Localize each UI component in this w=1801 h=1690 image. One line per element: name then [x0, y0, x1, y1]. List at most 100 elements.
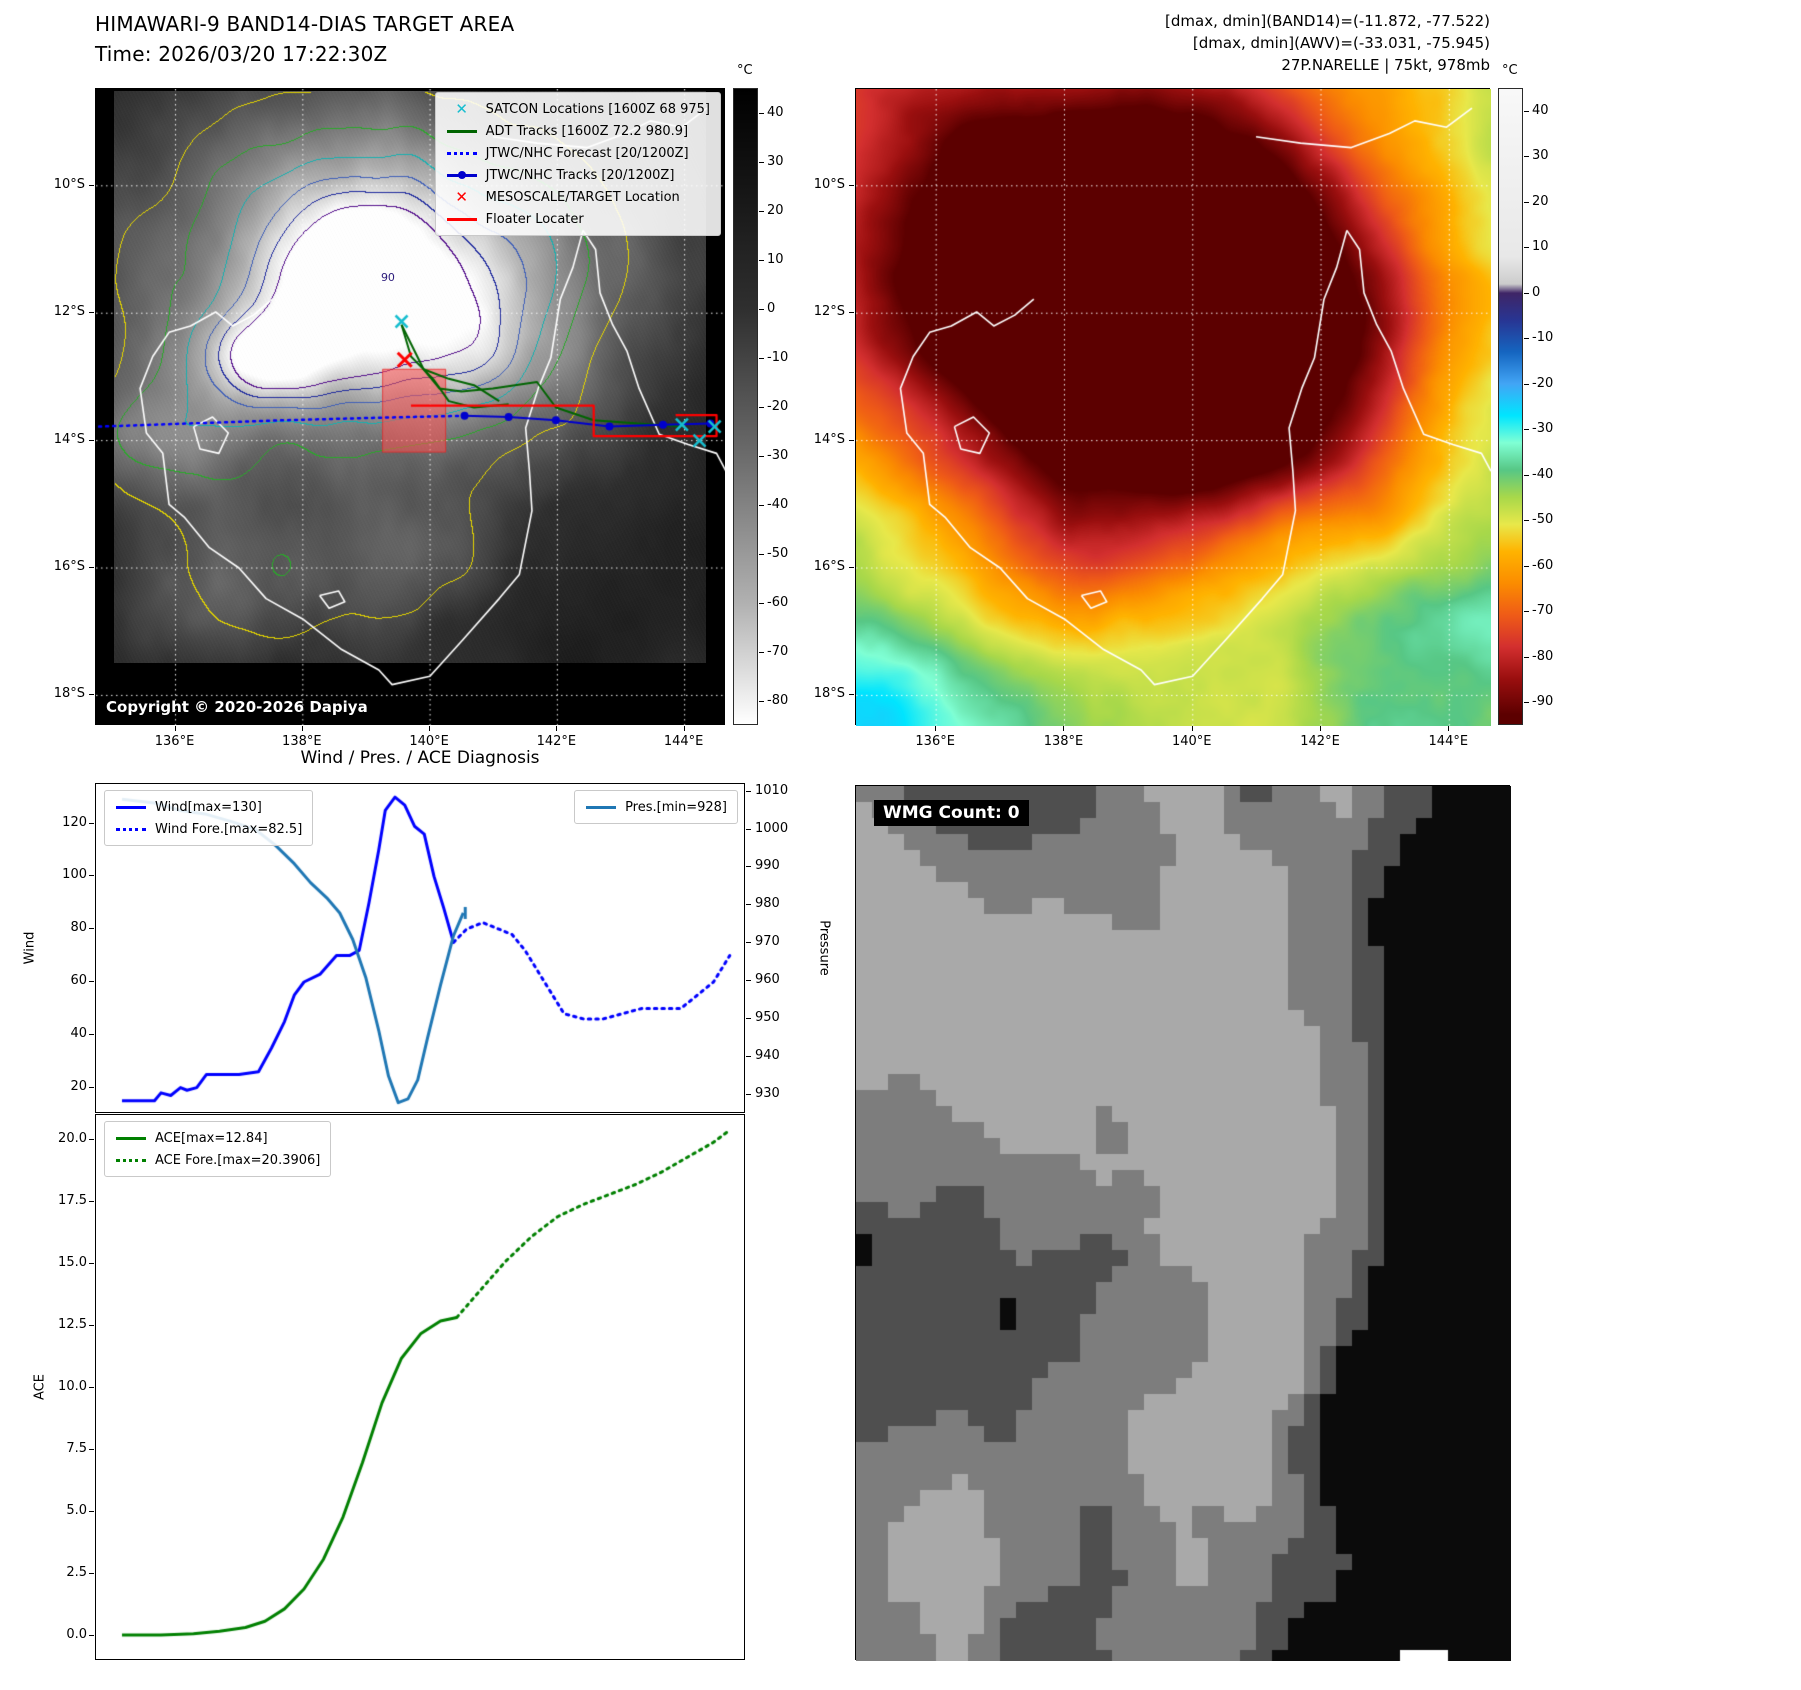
band14-lon-tick-mark — [301, 726, 303, 731]
band14-lat-tick-label: 12°S — [53, 304, 85, 320]
awv-colorbar-tick-mark — [1524, 201, 1529, 203]
legend-label: SATCON Locations [1600Z 68 975] — [485, 101, 710, 117]
ace-chart: ACE[max=12.84] ACE Fore.[max=20.3906] — [95, 1114, 746, 1661]
ace-legend: ACE[max=12.84] ACE Fore.[max=20.3906] — [104, 1121, 332, 1177]
chart-right-tick-label: 1000 — [755, 820, 789, 836]
chart-left-tick-mark — [89, 1511, 94, 1513]
band14-lat-tick-mark — [89, 694, 94, 696]
band14-colorbar-tick-mark — [759, 504, 764, 506]
awv-lon-tick-mark — [1063, 726, 1065, 731]
wmg-panel: WMG Count: 0 — [855, 785, 1511, 1661]
band14-colorbar-tick-label: -80 — [767, 692, 789, 708]
band14-colorbar-tick-label: -50 — [767, 545, 789, 561]
line-icon — [115, 1136, 147, 1140]
awv-lon-tick-mark — [1320, 726, 1322, 731]
legend-label: Wind Fore.[max=82.5] — [155, 821, 303, 837]
awv-colorbar-tick-label: -60 — [1532, 557, 1554, 573]
band14-lon-tick-mark — [174, 726, 176, 731]
awv-colorbar-tick-mark — [1524, 520, 1529, 522]
legend-item: JTWC/NHC Tracks [20/1200Z] — [446, 164, 710, 186]
chart-left-tick-mark — [89, 1573, 94, 1575]
dotted-line-icon — [446, 151, 478, 155]
legend-item: Wind Fore.[max=82.5] — [115, 818, 302, 840]
chart-right-tick-label: 980 — [755, 896, 780, 912]
band14-time-label: Time: 2026/03/20 17:22:30Z — [95, 42, 388, 66]
awv-lat-tick-label: 10°S — [813, 176, 845, 192]
chart-left-tick-mark — [89, 822, 94, 824]
band14-lon-tick-label: 136°E — [154, 734, 195, 749]
dotted-line-icon — [115, 1158, 147, 1162]
awv-colorbar-tick-label: -10 — [1532, 330, 1554, 346]
band14-colorbar-tick-label: -70 — [767, 643, 789, 659]
chart-left-tick-mark — [89, 1324, 94, 1326]
chart-left-tick-label: 40 — [70, 1025, 87, 1041]
wind-legend: Wind[max=130] Wind Fore.[max=82.5] — [104, 790, 314, 846]
awv-lon-tick-mark — [1191, 726, 1193, 731]
band14-colorbar-tick-mark — [759, 700, 764, 702]
band14-colorbar-tick-label: -30 — [767, 447, 789, 463]
chart-right-tick-label: 960 — [755, 972, 780, 988]
band14-colorbar-unit: °C — [737, 63, 753, 78]
chart-left-tick-mark — [89, 1138, 94, 1140]
chart-right-tick-mark — [746, 790, 751, 792]
awv-lat-tick-mark — [849, 312, 854, 314]
diagnosis-title: Wind / Pres. / ACE Diagnosis — [300, 748, 540, 768]
chart-right-tick-mark — [746, 828, 751, 830]
chart-left-tick-label: 20 — [70, 1078, 87, 1094]
contour-inline-label: 90 — [380, 270, 395, 284]
awv-colorbar-tick-mark — [1524, 247, 1529, 249]
awv-lat-tick-label: 18°S — [813, 686, 845, 702]
band14-colorbar-tick-mark — [759, 308, 764, 310]
awv-colorbar-tick-label: 40 — [1532, 102, 1549, 118]
chart-left-tick-mark — [89, 1449, 94, 1451]
chart-left-tick-mark — [89, 1635, 94, 1637]
legend-item: ACE[max=12.84] — [115, 1127, 320, 1149]
band14-colorbar-tick-mark — [759, 259, 764, 261]
chart-right-tick-mark — [746, 1094, 751, 1096]
awv-colorbar-tick-label: 10 — [1532, 239, 1549, 255]
chart-right-tick-mark — [746, 866, 751, 868]
band14-colorbar-tick-mark — [759, 455, 764, 457]
pressure-axis-label: Pressure — [816, 920, 832, 976]
awv-lat-tick-label: 16°S — [813, 559, 845, 575]
wind-pressure-chart: Wind[max=130] Wind Fore.[max=82.5] Pres.[… — [95, 783, 746, 1114]
chart-left-tick-label: 60 — [70, 973, 87, 988]
band14-colorbar — [733, 88, 758, 725]
x-marker-icon: ✕ — [455, 100, 468, 118]
awv-lat-tick-mark — [849, 184, 854, 186]
awv-lat-tick-mark — [849, 694, 854, 696]
legend-item: Floater Locater — [446, 208, 710, 230]
band14-colorbar-tick-label: -20 — [767, 398, 789, 414]
awv-colorbar-tick-label: -80 — [1532, 648, 1554, 664]
awv-lon-tick-mark — [1448, 726, 1450, 731]
awv-colorbar-tick-label: -30 — [1532, 421, 1554, 437]
chart-left-tick-label: 20.0 — [58, 1130, 87, 1146]
chart-right-tick-mark — [746, 904, 751, 906]
awv-map-overlay — [856, 89, 1491, 726]
awv-colorbar-tick-label: 30 — [1532, 148, 1549, 164]
chart-left-tick-mark — [89, 1033, 94, 1035]
awv-colorbar-tick-label: -90 — [1532, 694, 1554, 710]
band14-lon-tick-label: 144°E — [663, 734, 704, 749]
line-icon — [446, 217, 478, 221]
ace-lines — [96, 1115, 746, 1661]
x-marker-icon: ✕ — [455, 188, 468, 206]
awv-colorbar-tick-label: -40 — [1532, 466, 1554, 482]
awv-lat-tick-mark — [849, 439, 854, 441]
chart-left-tick-label: 10.0 — [58, 1379, 87, 1394]
chart-right-tick-mark — [746, 1018, 751, 1020]
band14-colorbar-tick-label: 10 — [767, 251, 784, 267]
chart-left-tick-label: 120 — [62, 814, 87, 830]
awv-lon-tick-label: 136°E — [915, 734, 955, 749]
awv-colorbar-tick-mark — [1524, 292, 1529, 294]
band14-lat-tick-mark — [89, 439, 94, 441]
awv-colorbar-tick-mark — [1524, 611, 1529, 613]
chart-left-tick-mark — [89, 1086, 94, 1088]
chart-left-tick-label: 5.0 — [66, 1503, 87, 1519]
band14-colorbar-tick-label: -60 — [767, 594, 789, 610]
awv-colorbar-tick-mark — [1524, 338, 1529, 340]
chart-left-tick-mark — [89, 1262, 94, 1264]
awv-colorbar-tick-mark — [1524, 429, 1529, 431]
line-icon — [446, 129, 478, 133]
band14-colorbar-tick-label: -40 — [767, 496, 789, 512]
